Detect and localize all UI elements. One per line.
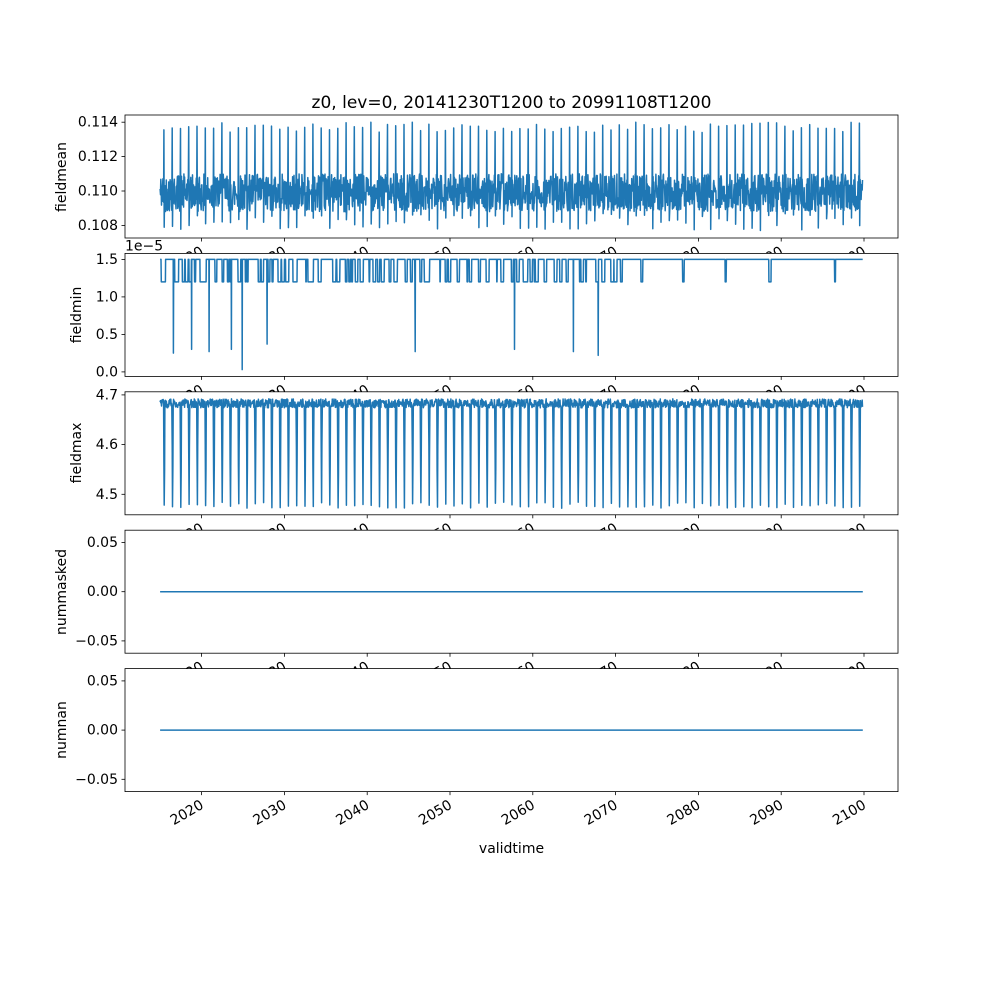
axes-frame [124, 114, 899, 239]
y-axis-label-fieldmin: fieldmin [69, 287, 85, 344]
series-line-fieldmax [159, 398, 864, 509]
y-axis-label-nummasked: nummasked [54, 549, 70, 635]
subplot-nummasked: −0.050.000.05202020302040205020602070208… [54, 529, 899, 690]
y-tick-label: 0.108 [78, 218, 118, 234]
y-tick-label: −0.05 [75, 633, 118, 649]
axes-frame [124, 391, 899, 516]
y-tick-label: 1.5 [96, 252, 118, 268]
x-tick-label: 2020 [168, 797, 207, 829]
subplot-fieldmin: 0.00.51.01.52020203020402050206020702080… [69, 238, 899, 414]
x-tick-label: 2060 [499, 797, 538, 829]
figure-title: z0, lev=0, 20141230T1200 to 20991108T120… [311, 93, 712, 113]
series-line-fieldmean [159, 121, 864, 232]
x-tick-label: 2040 [333, 797, 372, 829]
x-axis-label: validtime [478, 841, 545, 857]
y-axis-label-numnan: numnan [54, 701, 70, 759]
x-tick-label: 2070 [582, 797, 621, 829]
subplot-fieldmax: 4.54.64.72020203020402050206020702080209… [69, 387, 899, 552]
x-tick-label: 2030 [251, 797, 290, 829]
y-tick-label: 0.05 [87, 673, 118, 689]
y-tick-label: 0.0 [96, 364, 118, 380]
y-axis-label-fieldmean: fieldmean [54, 142, 70, 212]
y-tick-label: 4.6 [96, 437, 118, 453]
y-tick-label: 0.112 [78, 149, 118, 165]
y-tick-label: 0.114 [78, 115, 118, 131]
subplot-fieldmean: 0.1080.1100.1120.11420202030204020502060… [54, 114, 899, 275]
x-tick-label: 2100 [830, 797, 869, 829]
series-line-fieldmin [159, 258, 864, 371]
x-tick-label: 2080 [665, 797, 704, 829]
x-tick-label: 2090 [747, 797, 786, 829]
y-tick-label: −0.05 [75, 772, 118, 788]
y-tick-label: 4.7 [96, 387, 118, 403]
y-tick-label: 0.05 [87, 535, 118, 551]
y-tick-label: 0.00 [87, 584, 118, 600]
y-tick-label: 4.5 [96, 487, 118, 503]
y-tick-label: 1.0 [96, 289, 118, 305]
y-tick-label: 0.110 [78, 184, 118, 200]
y-tick-label: 0.5 [96, 327, 118, 343]
subplot-numnan: −0.05 0.00 0.05 2020 2030 2040 2050 2060 2070 208… [54, 668, 899, 829]
y-axis-label-fieldmax: fieldmax [69, 423, 85, 484]
x-tick-label: 2050 [416, 797, 455, 829]
y-tick-label: 0.00 [87, 723, 118, 739]
axes-frame [124, 252, 899, 377]
y-axis-offset-text: 1e−5 [125, 238, 163, 254]
